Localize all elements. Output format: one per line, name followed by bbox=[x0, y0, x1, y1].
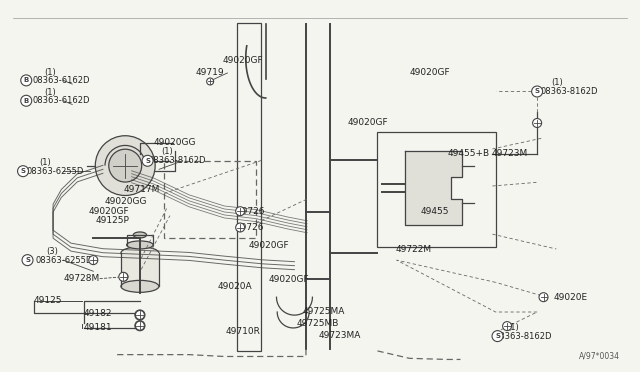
Text: 49725MB: 49725MB bbox=[297, 319, 339, 328]
Text: (1): (1) bbox=[162, 147, 173, 156]
Circle shape bbox=[136, 321, 145, 330]
Text: 49717M: 49717M bbox=[124, 185, 160, 194]
Text: 49020GG: 49020GG bbox=[105, 198, 147, 206]
Text: 49020GF: 49020GF bbox=[89, 207, 129, 216]
Text: 08363-8162D: 08363-8162D bbox=[149, 156, 206, 165]
Text: B: B bbox=[24, 77, 29, 83]
Circle shape bbox=[120, 273, 128, 281]
Text: 49726: 49726 bbox=[236, 223, 264, 232]
Text: (3): (3) bbox=[47, 247, 58, 256]
Bar bbox=[121, 253, 159, 286]
Circle shape bbox=[17, 166, 29, 177]
Text: (1): (1) bbox=[551, 78, 563, 87]
Text: 49182: 49182 bbox=[84, 309, 112, 318]
Circle shape bbox=[109, 149, 141, 182]
Circle shape bbox=[136, 311, 145, 320]
Text: S: S bbox=[495, 333, 500, 339]
Ellipse shape bbox=[133, 232, 147, 238]
Text: 49181: 49181 bbox=[84, 323, 113, 332]
Circle shape bbox=[20, 75, 32, 86]
Circle shape bbox=[119, 272, 128, 281]
Circle shape bbox=[236, 223, 244, 232]
Ellipse shape bbox=[127, 241, 153, 249]
Text: 49020GF: 49020GF bbox=[269, 275, 310, 284]
Text: 49125: 49125 bbox=[34, 296, 63, 305]
Text: B: B bbox=[24, 98, 29, 104]
Circle shape bbox=[95, 136, 155, 196]
Text: 49020GG: 49020GG bbox=[154, 138, 196, 147]
Circle shape bbox=[502, 322, 511, 331]
Text: 49719: 49719 bbox=[195, 68, 224, 77]
Circle shape bbox=[532, 119, 541, 128]
Circle shape bbox=[135, 310, 145, 320]
Text: 08363-6255D: 08363-6255D bbox=[36, 256, 93, 264]
Text: 49125P: 49125P bbox=[95, 216, 129, 225]
Text: 49723M: 49723M bbox=[491, 149, 527, 158]
Ellipse shape bbox=[121, 280, 159, 292]
Text: (1): (1) bbox=[44, 68, 56, 77]
Circle shape bbox=[207, 78, 214, 85]
Bar bbox=[237, 23, 261, 351]
Circle shape bbox=[539, 293, 548, 302]
Circle shape bbox=[89, 256, 98, 264]
Text: S: S bbox=[25, 257, 30, 263]
Text: 49020GF: 49020GF bbox=[223, 56, 264, 65]
Polygon shape bbox=[405, 151, 463, 225]
Circle shape bbox=[142, 155, 153, 166]
Text: 49726: 49726 bbox=[237, 207, 266, 216]
Circle shape bbox=[492, 331, 503, 341]
Text: 49020E: 49020E bbox=[553, 293, 588, 302]
Text: 49020GF: 49020GF bbox=[248, 241, 289, 250]
Circle shape bbox=[236, 207, 244, 216]
Text: 49725MA: 49725MA bbox=[302, 307, 344, 316]
Circle shape bbox=[532, 86, 543, 97]
Text: (1): (1) bbox=[507, 323, 519, 332]
Text: 49728M: 49728M bbox=[63, 274, 100, 283]
Circle shape bbox=[20, 95, 32, 106]
Text: S: S bbox=[20, 168, 26, 174]
Text: (1): (1) bbox=[44, 88, 56, 97]
Text: 08363-6162D: 08363-6162D bbox=[33, 76, 90, 85]
Text: 08363-8162D: 08363-8162D bbox=[494, 331, 552, 341]
Text: A/97*0034: A/97*0034 bbox=[579, 351, 620, 360]
Text: 08363-6162D: 08363-6162D bbox=[33, 96, 90, 105]
Text: 49723MA: 49723MA bbox=[319, 331, 361, 340]
Circle shape bbox=[135, 321, 145, 331]
Text: (1): (1) bbox=[39, 158, 51, 167]
Text: 49455+B: 49455+B bbox=[448, 149, 490, 158]
Text: S: S bbox=[534, 89, 540, 94]
Text: 49020A: 49020A bbox=[218, 282, 252, 291]
Text: 49455: 49455 bbox=[421, 207, 449, 216]
Ellipse shape bbox=[121, 247, 159, 259]
Text: 08363-6255D: 08363-6255D bbox=[26, 167, 84, 176]
Bar bbox=[378, 132, 495, 247]
Text: S: S bbox=[145, 158, 150, 164]
Text: 49020GF: 49020GF bbox=[410, 68, 450, 77]
Text: 49722M: 49722M bbox=[396, 244, 431, 253]
Bar bbox=[164, 161, 256, 238]
Text: 49710R: 49710R bbox=[225, 327, 260, 336]
Circle shape bbox=[22, 255, 33, 266]
Text: 08363-8162D: 08363-8162D bbox=[540, 87, 598, 96]
Text: 49020GF: 49020GF bbox=[348, 119, 388, 128]
